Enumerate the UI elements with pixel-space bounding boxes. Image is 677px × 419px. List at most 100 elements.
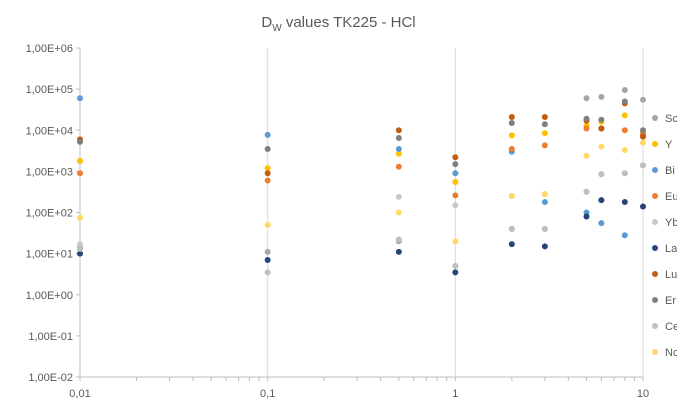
data-point-er — [77, 138, 83, 145]
data-point-sc — [264, 248, 271, 255]
chart-title-rest: values TK225 - HCl — [281, 14, 416, 31]
data-point-y — [541, 130, 548, 137]
data-point-la — [598, 197, 605, 204]
data-point-lu — [452, 154, 459, 161]
data-point-bi — [264, 131, 271, 138]
data-point-bi — [452, 170, 459, 177]
data-point-sc — [640, 96, 646, 103]
data-point-er — [541, 121, 548, 128]
legend-marker-nd — [652, 349, 658, 355]
data-point-er — [598, 116, 605, 123]
legend-label-y: Y — [665, 139, 673, 151]
data-point-ce — [640, 162, 646, 169]
data-point-lu — [598, 125, 605, 132]
y-tick-label: 1,00E-02 — [28, 372, 73, 384]
data-point-ce — [77, 245, 83, 252]
data-point-er — [621, 98, 628, 105]
legend-label-nd: Nd — [665, 347, 677, 359]
data-point-eu — [541, 142, 548, 149]
legend-marker-ce — [652, 323, 658, 329]
legend-label-er: Er — [665, 295, 676, 307]
y-tick-label: 1,00E+02 — [26, 208, 73, 220]
data-point-yb — [452, 202, 459, 209]
legend-marker-er — [652, 297, 658, 303]
legend-label-eu: Eu — [665, 191, 677, 203]
data-point-sc — [621, 87, 628, 94]
y-tick-label: 1,00E-01 — [28, 331, 73, 343]
data-point-la — [452, 269, 459, 276]
data-point-la — [621, 199, 628, 206]
data-point-y — [77, 157, 83, 164]
data-point-nd — [264, 221, 271, 228]
data-point-eu — [583, 125, 590, 132]
data-point-lu — [508, 113, 515, 120]
data-point-sc — [583, 95, 590, 102]
data-point-y — [621, 112, 628, 119]
y-tick-label: 1,00E+01 — [26, 249, 73, 261]
data-point-bi — [77, 95, 83, 102]
x-tick-label: 0,01 — [69, 388, 90, 400]
data-point-nd — [621, 147, 628, 154]
data-point-eu — [395, 163, 402, 170]
data-point-nd — [508, 193, 515, 200]
y-tick-label: 1,00E+06 — [26, 43, 73, 55]
data-point-la — [583, 213, 590, 220]
data-point-la — [264, 256, 271, 263]
data-point-eu — [77, 170, 83, 177]
x-tick-label: 1 — [452, 388, 458, 400]
x-tick-label: 0,1 — [260, 388, 275, 400]
data-point-y — [508, 132, 515, 139]
y-tick-label: 1,00E+04 — [26, 125, 73, 137]
y-tick-label: 1,00E+00 — [26, 290, 73, 302]
data-point-nd — [541, 191, 548, 198]
x-tick-label: 10 — [637, 388, 649, 400]
legend-marker-lu — [652, 271, 658, 277]
chart-title-subscript: W — [272, 23, 282, 34]
data-point-nd — [452, 238, 459, 245]
legend-label-sc: Sc — [665, 113, 677, 125]
data-point-eu — [508, 146, 515, 153]
data-point-ce — [541, 225, 548, 232]
data-point-ce — [598, 171, 605, 178]
data-point-la — [541, 243, 548, 250]
data-point-eu — [621, 127, 628, 134]
chart-title-main: D — [261, 14, 273, 31]
data-point-nd — [395, 209, 402, 216]
legend-marker-eu — [652, 193, 658, 199]
y-tick-label: 1,00E+05 — [26, 84, 73, 96]
data-point-er — [583, 115, 590, 122]
data-point-lu — [541, 113, 548, 120]
legend-marker-y — [652, 141, 658, 147]
data-point-la — [640, 203, 646, 210]
legend-marker-sc — [652, 115, 658, 121]
data-point-la — [395, 248, 402, 255]
data-point-lu — [395, 127, 402, 134]
data-point-yb — [77, 241, 83, 248]
legend-marker-la — [652, 245, 658, 251]
data-point-er — [264, 146, 271, 153]
legend-marker-yb — [652, 219, 658, 225]
data-point-ce — [395, 236, 402, 243]
data-point-y — [395, 150, 402, 157]
data-point-la — [508, 241, 515, 248]
data-point-bi — [598, 220, 605, 227]
data-point-la — [77, 250, 83, 257]
data-point-nd — [598, 143, 605, 150]
data-point-bi — [541, 199, 548, 206]
data-point-yb — [395, 193, 402, 200]
data-point-eu — [264, 177, 271, 184]
chart-title: DW values TK225 - HCl — [0, 14, 677, 34]
data-point-ce — [264, 269, 271, 276]
data-point-bi — [621, 232, 628, 239]
legend-label-lu: Lu — [665, 269, 677, 281]
data-point-nd — [583, 152, 590, 159]
data-point-y — [452, 179, 459, 186]
legend-label-yb: Yb — [665, 217, 677, 229]
data-point-er — [452, 161, 459, 168]
legend-label-bi: Bi — [665, 165, 675, 177]
data-point-ce — [452, 263, 459, 270]
data-point-y — [264, 165, 271, 172]
data-point-lu — [264, 170, 271, 177]
